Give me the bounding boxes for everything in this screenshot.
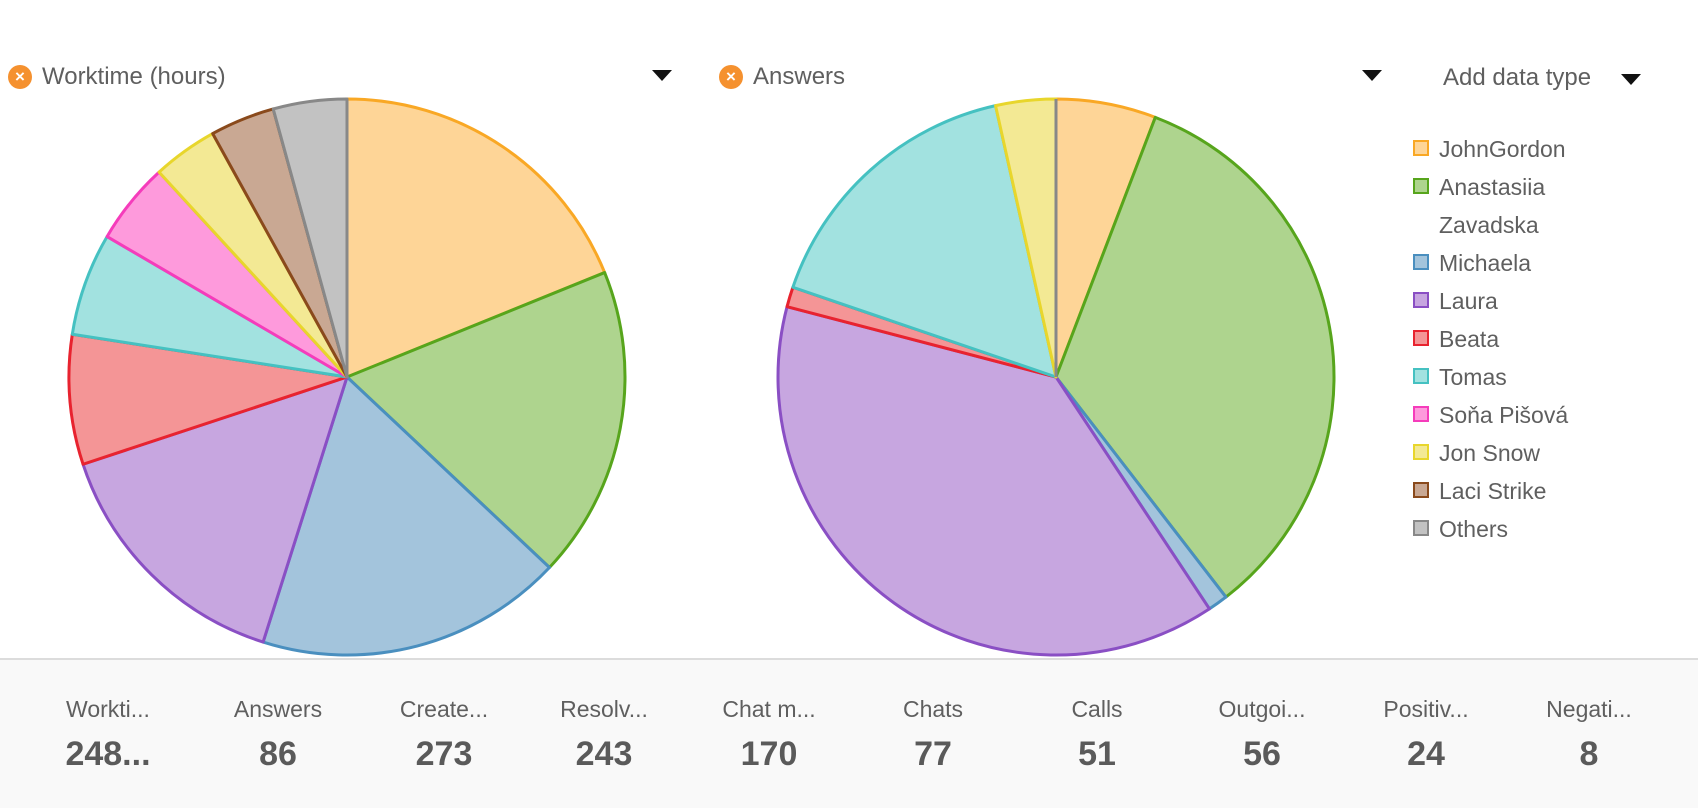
pie-slice-answers-tomas[interactable] (791, 104, 1058, 379)
stat-label: Workti... (66, 696, 150, 722)
legend-item[interactable]: Others (1413, 510, 1613, 548)
pie-slice-worktime-michaela[interactable] (261, 375, 551, 657)
legend-swatch (1413, 368, 1429, 384)
legend-label: Others (1439, 516, 1509, 542)
legend-swatch (1413, 292, 1429, 308)
remove-chart-worktime-close-icon[interactable]: × (8, 65, 32, 89)
add-data-type-dropdown[interactable]: Add data type (1443, 64, 1591, 92)
stat-value: 248... (65, 735, 151, 773)
legend-item[interactable]: Tomas (1413, 358, 1613, 396)
legend-swatch (1413, 330, 1429, 346)
legend-label: Jon Snow (1439, 440, 1541, 466)
stat-item[interactable]: Calls 51 (1022, 696, 1172, 774)
stat-item[interactable]: Resolv... 243 (529, 696, 679, 774)
stat-label: Chat m... (722, 696, 816, 722)
legend-swatch (1413, 254, 1429, 270)
stat-item[interactable]: Answers 86 (203, 696, 353, 774)
legend-swatch (1413, 482, 1429, 498)
stat-item[interactable]: Create... 273 (369, 696, 519, 774)
legend-label: JohnGordon (1439, 136, 1566, 162)
stat-value: 24 (1407, 735, 1445, 773)
stats-bar: Workti... 248... Answers 86 Create... 273 Reso… (0, 658, 1698, 808)
legend: JohnGordon Anastasiia Zavadska Michaela Lau… (1413, 130, 1613, 548)
legend-label: Beata (1439, 326, 1500, 352)
legend-item[interactable]: Laura (1413, 282, 1613, 320)
stat-label: Create... (399, 696, 489, 722)
legend-label: Tomas (1439, 364, 1507, 390)
legend-label: Anastasiia Zavadska (1439, 174, 1546, 238)
legend-item[interactable]: Jon Snow (1413, 434, 1613, 472)
stat-item[interactable]: Chats 77 (858, 696, 1008, 774)
chart-title-worktime: Worktime (hours) (42, 63, 226, 90)
pie-slice-worktime-johngordon[interactable] (345, 97, 607, 379)
stat-label: Negati... (1546, 696, 1632, 722)
legend-label: Michaela (1439, 250, 1532, 276)
legend-label: Soňa Pišová (1439, 402, 1569, 428)
stat-value: 243 (575, 735, 633, 773)
legend-swatch (1413, 140, 1429, 156)
chart-header-worktime: × Worktime (hours) (8, 62, 226, 92)
stat-value: 86 (259, 735, 297, 773)
legend-swatch (1413, 520, 1429, 536)
chart-title-answers: Answers (753, 63, 846, 90)
stat-label: Calls (1071, 696, 1123, 722)
stat-item[interactable]: Chat m... 170 (694, 696, 844, 774)
add-data-type-caret-icon[interactable] (1621, 74, 1641, 85)
add-data-type-label: Add data type (1443, 64, 1592, 91)
stat-value: 51 (1078, 735, 1116, 773)
stat-label: Chats (902, 696, 964, 722)
stat-value: 170 (740, 735, 798, 773)
legend-label: Laci Strike (1439, 478, 1547, 504)
stat-value: 77 (914, 735, 952, 773)
chart-worktime-dropdown-caret-icon[interactable] (652, 70, 672, 81)
legend-item[interactable]: Anastasiia Zavadska (1413, 168, 1613, 244)
legend-swatch (1413, 178, 1429, 194)
legend-item[interactable]: Laci Strike (1413, 472, 1613, 510)
stat-label: Outgoi... (1218, 696, 1306, 722)
legend-swatch (1413, 444, 1429, 460)
stat-item[interactable]: Positiv... 24 (1351, 696, 1501, 774)
legend-item[interactable]: Soňa Pišová (1413, 396, 1613, 434)
legend-item[interactable]: Beata (1413, 320, 1613, 358)
legend-label: Laura (1439, 288, 1498, 314)
pie-slice-answers-anastasiia-zavadska[interactable] (1054, 115, 1336, 599)
stat-label: Positiv... (1383, 696, 1469, 722)
stat-label: Resolv... (560, 696, 648, 722)
stat-value: 8 (1579, 735, 1599, 773)
chart-header-answers: × Answers (719, 62, 845, 92)
legend-swatch (1413, 406, 1429, 422)
legend-item[interactable]: JohnGordon (1413, 130, 1613, 168)
chart-answers-dropdown-caret-icon[interactable] (1362, 70, 1382, 81)
stat-label: Answers (233, 696, 323, 722)
pie-slice-answers-laura[interactable] (776, 305, 1211, 657)
stat-item[interactable]: Negati... 8 (1514, 696, 1664, 774)
pie-slice-worktime-anastasiia-zavadska[interactable] (345, 271, 627, 570)
stat-item[interactable]: Outgoi... 56 (1187, 696, 1337, 774)
legend-item[interactable]: Michaela (1413, 244, 1613, 282)
stat-item[interactable]: Workti... 248... (33, 696, 183, 774)
stat-value: 273 (415, 735, 473, 773)
stat-value: 56 (1243, 735, 1281, 773)
remove-chart-answers-close-icon[interactable]: × (719, 65, 743, 89)
